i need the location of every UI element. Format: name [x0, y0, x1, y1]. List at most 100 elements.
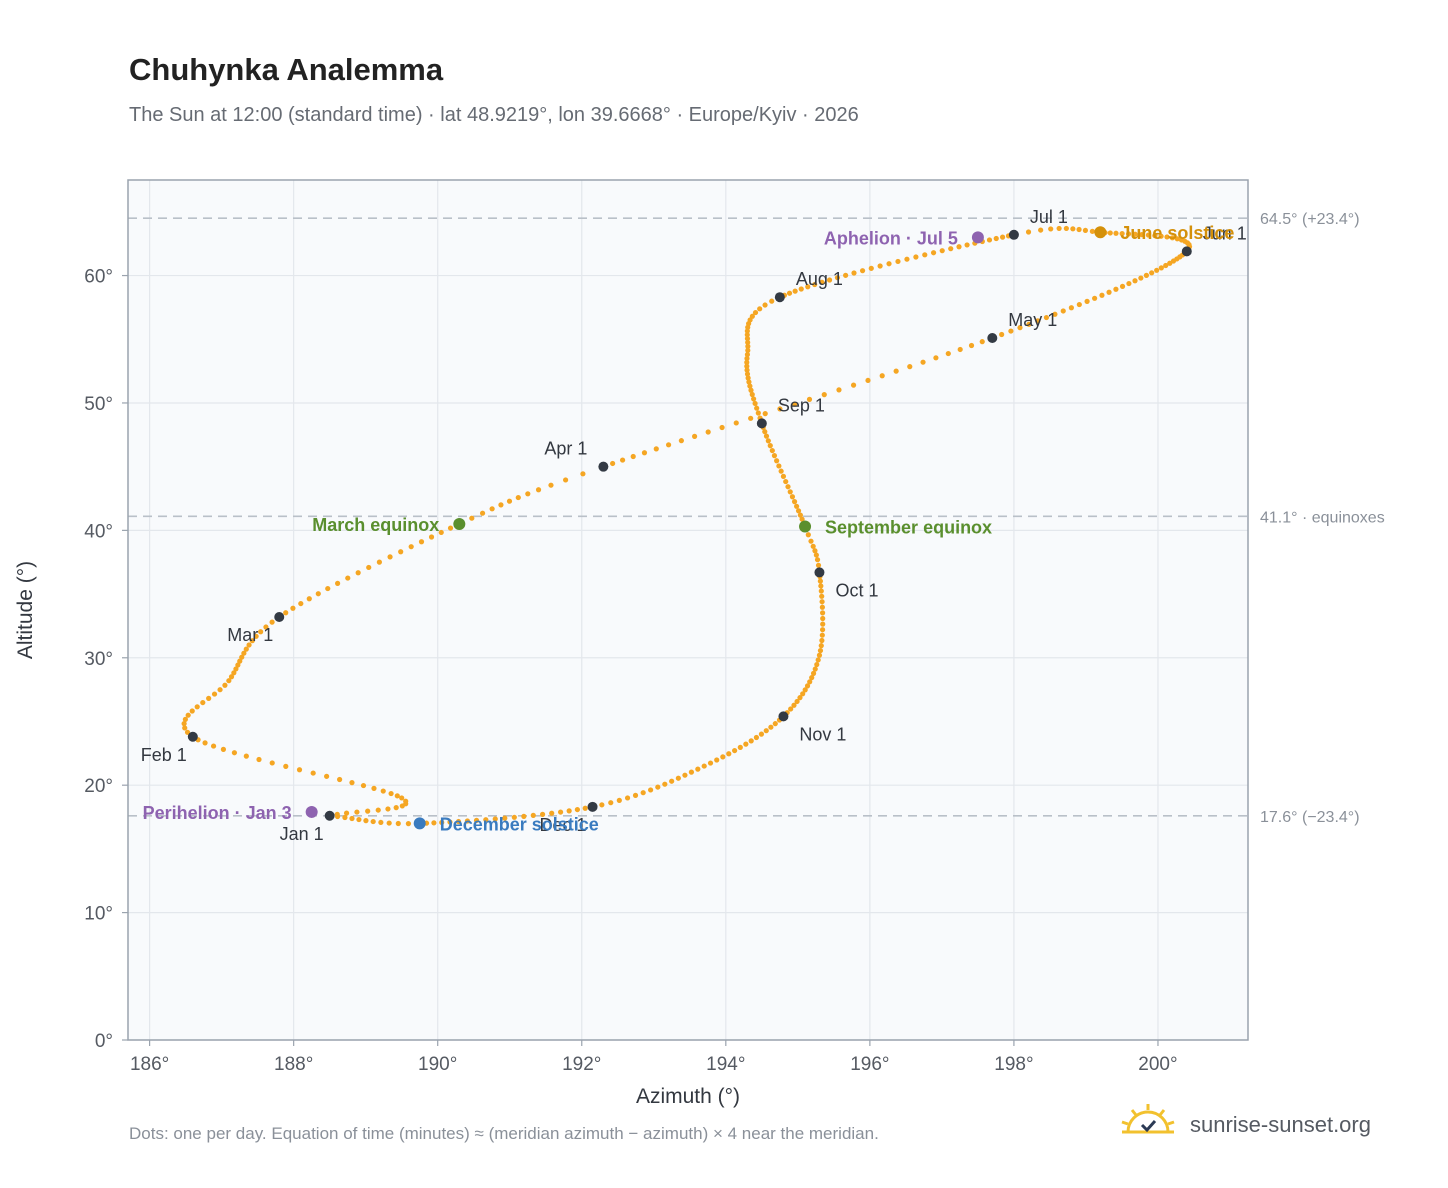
month-label: Mar 1: [227, 625, 273, 645]
daily-dot: [785, 484, 791, 490]
daily-dot: [819, 637, 825, 644]
daily-dot: [817, 578, 823, 584]
daily-dot: [479, 510, 486, 516]
daily-dot: [502, 815, 508, 821]
daily-dot: [574, 806, 580, 813]
daily-dot: [1076, 226, 1082, 233]
daily-dot: [580, 471, 586, 477]
daily-dot: [737, 744, 743, 750]
month-marker: [756, 418, 767, 429]
daily-dot: [772, 721, 778, 727]
x-tick-label: 194°: [706, 1054, 745, 1075]
daily-dot: [182, 725, 188, 731]
x-tick-label: 188°: [274, 1054, 313, 1075]
month-label: Oct 1: [835, 580, 878, 600]
daily-dot: [217, 687, 223, 693]
y-axis-ticks: 0° 10° 20° 30° 40° 50° 60°: [84, 267, 128, 1052]
daily-dot: [818, 588, 824, 594]
daily-dot: [806, 396, 813, 402]
event-label: December solstice: [440, 814, 599, 834]
daily-dot: [370, 818, 376, 825]
daily-dot: [744, 335, 751, 342]
daily-dot: [763, 728, 769, 734]
event-label: June solstice: [1120, 223, 1234, 243]
daily-dot: [1025, 229, 1032, 235]
daily-dot: [194, 704, 200, 710]
daily-dot: [682, 772, 688, 778]
daily-dot: [957, 346, 963, 353]
daily-dot: [1164, 234, 1170, 240]
daily-dot: [1139, 232, 1145, 238]
daily-dot: [791, 702, 797, 708]
analemma-curve: [181, 225, 1193, 827]
event-marker: [305, 805, 318, 818]
daily-dot: [1026, 321, 1032, 327]
daily-dot: [1119, 283, 1126, 289]
daily-dot: [763, 433, 770, 439]
sun-logo-icon: [1121, 1104, 1175, 1134]
daily-dot: [582, 805, 588, 811]
daily-dot: [816, 652, 823, 658]
daily-dot: [922, 252, 928, 258]
daily-dot: [807, 679, 813, 685]
reference-lines: 64.5° (+23.4°) 41.1° · equinoxes 17.6° (−2…: [128, 211, 1385, 826]
daily-dot: [797, 695, 803, 701]
daily-dot: [624, 795, 631, 801]
month-label: Jan 1: [280, 824, 324, 844]
daily-dot: [641, 450, 648, 456]
event-marker: [453, 518, 466, 530]
daily-dot: [1082, 227, 1089, 234]
month-marker: [187, 731, 198, 742]
y-tick-label: 10°: [84, 904, 113, 925]
daily-dot: [398, 549, 404, 555]
daily-dot: [843, 272, 849, 278]
daily-dot: [786, 290, 793, 296]
daily-dot: [349, 815, 355, 822]
daily-dot: [787, 489, 793, 495]
daily-dot: [1152, 233, 1158, 239]
daily-dot: [237, 658, 243, 664]
daily-dot: [428, 534, 435, 540]
daily-dot: [815, 562, 822, 568]
daily-dot: [608, 800, 614, 806]
daily-dot: [792, 401, 798, 407]
event-marker: [1094, 226, 1107, 239]
daily-dot: [200, 699, 206, 706]
month-markers: Jan 1 Feb 1 Mar 1 Apr 1 May 1 Jun 1 Jul 1 Aug 1…: [141, 207, 1247, 844]
daily-dot: [1158, 233, 1164, 239]
month-marker: [587, 801, 598, 812]
daily-dot: [907, 364, 913, 370]
daily-dot: [678, 438, 684, 444]
daily-dot: [222, 682, 228, 688]
daily-dot: [258, 629, 264, 635]
y-tick-label: 60°: [84, 267, 113, 288]
daily-dot: [752, 309, 759, 316]
daily-dot: [469, 515, 475, 521]
footnote: Dots: one per day. Equation of time (min…: [129, 1124, 879, 1143]
daily-dot: [360, 782, 367, 789]
daily-dot: [394, 793, 400, 799]
brand[interactable]: sunrise-sunset.org: [1120, 1102, 1390, 1146]
daily-dot: [535, 487, 542, 493]
daily-dot: [1048, 226, 1054, 232]
daily-dot: [1132, 231, 1138, 237]
daily-dot: [235, 662, 241, 668]
daily-dot: [324, 773, 330, 779]
daily-dot: [769, 447, 775, 454]
daily-dot: [808, 538, 814, 544]
event-label: Perihelion · Jan 3: [143, 803, 292, 823]
daily-dot: [366, 564, 372, 571]
daily-dot: [231, 750, 238, 756]
daily-dot: [447, 525, 454, 531]
daily-dot: [1089, 228, 1095, 234]
daily-dot: [745, 375, 751, 381]
daily-dot: [356, 816, 362, 823]
plot-area: [128, 180, 1248, 1040]
month-marker: [1181, 246, 1192, 257]
daily-dot: [691, 433, 698, 439]
y-tick-label: 0°: [95, 1031, 113, 1052]
month-label: May 1: [1008, 310, 1057, 330]
daily-dot: [1154, 267, 1160, 273]
daily-dot: [655, 784, 661, 790]
daily-dot: [1063, 225, 1069, 232]
